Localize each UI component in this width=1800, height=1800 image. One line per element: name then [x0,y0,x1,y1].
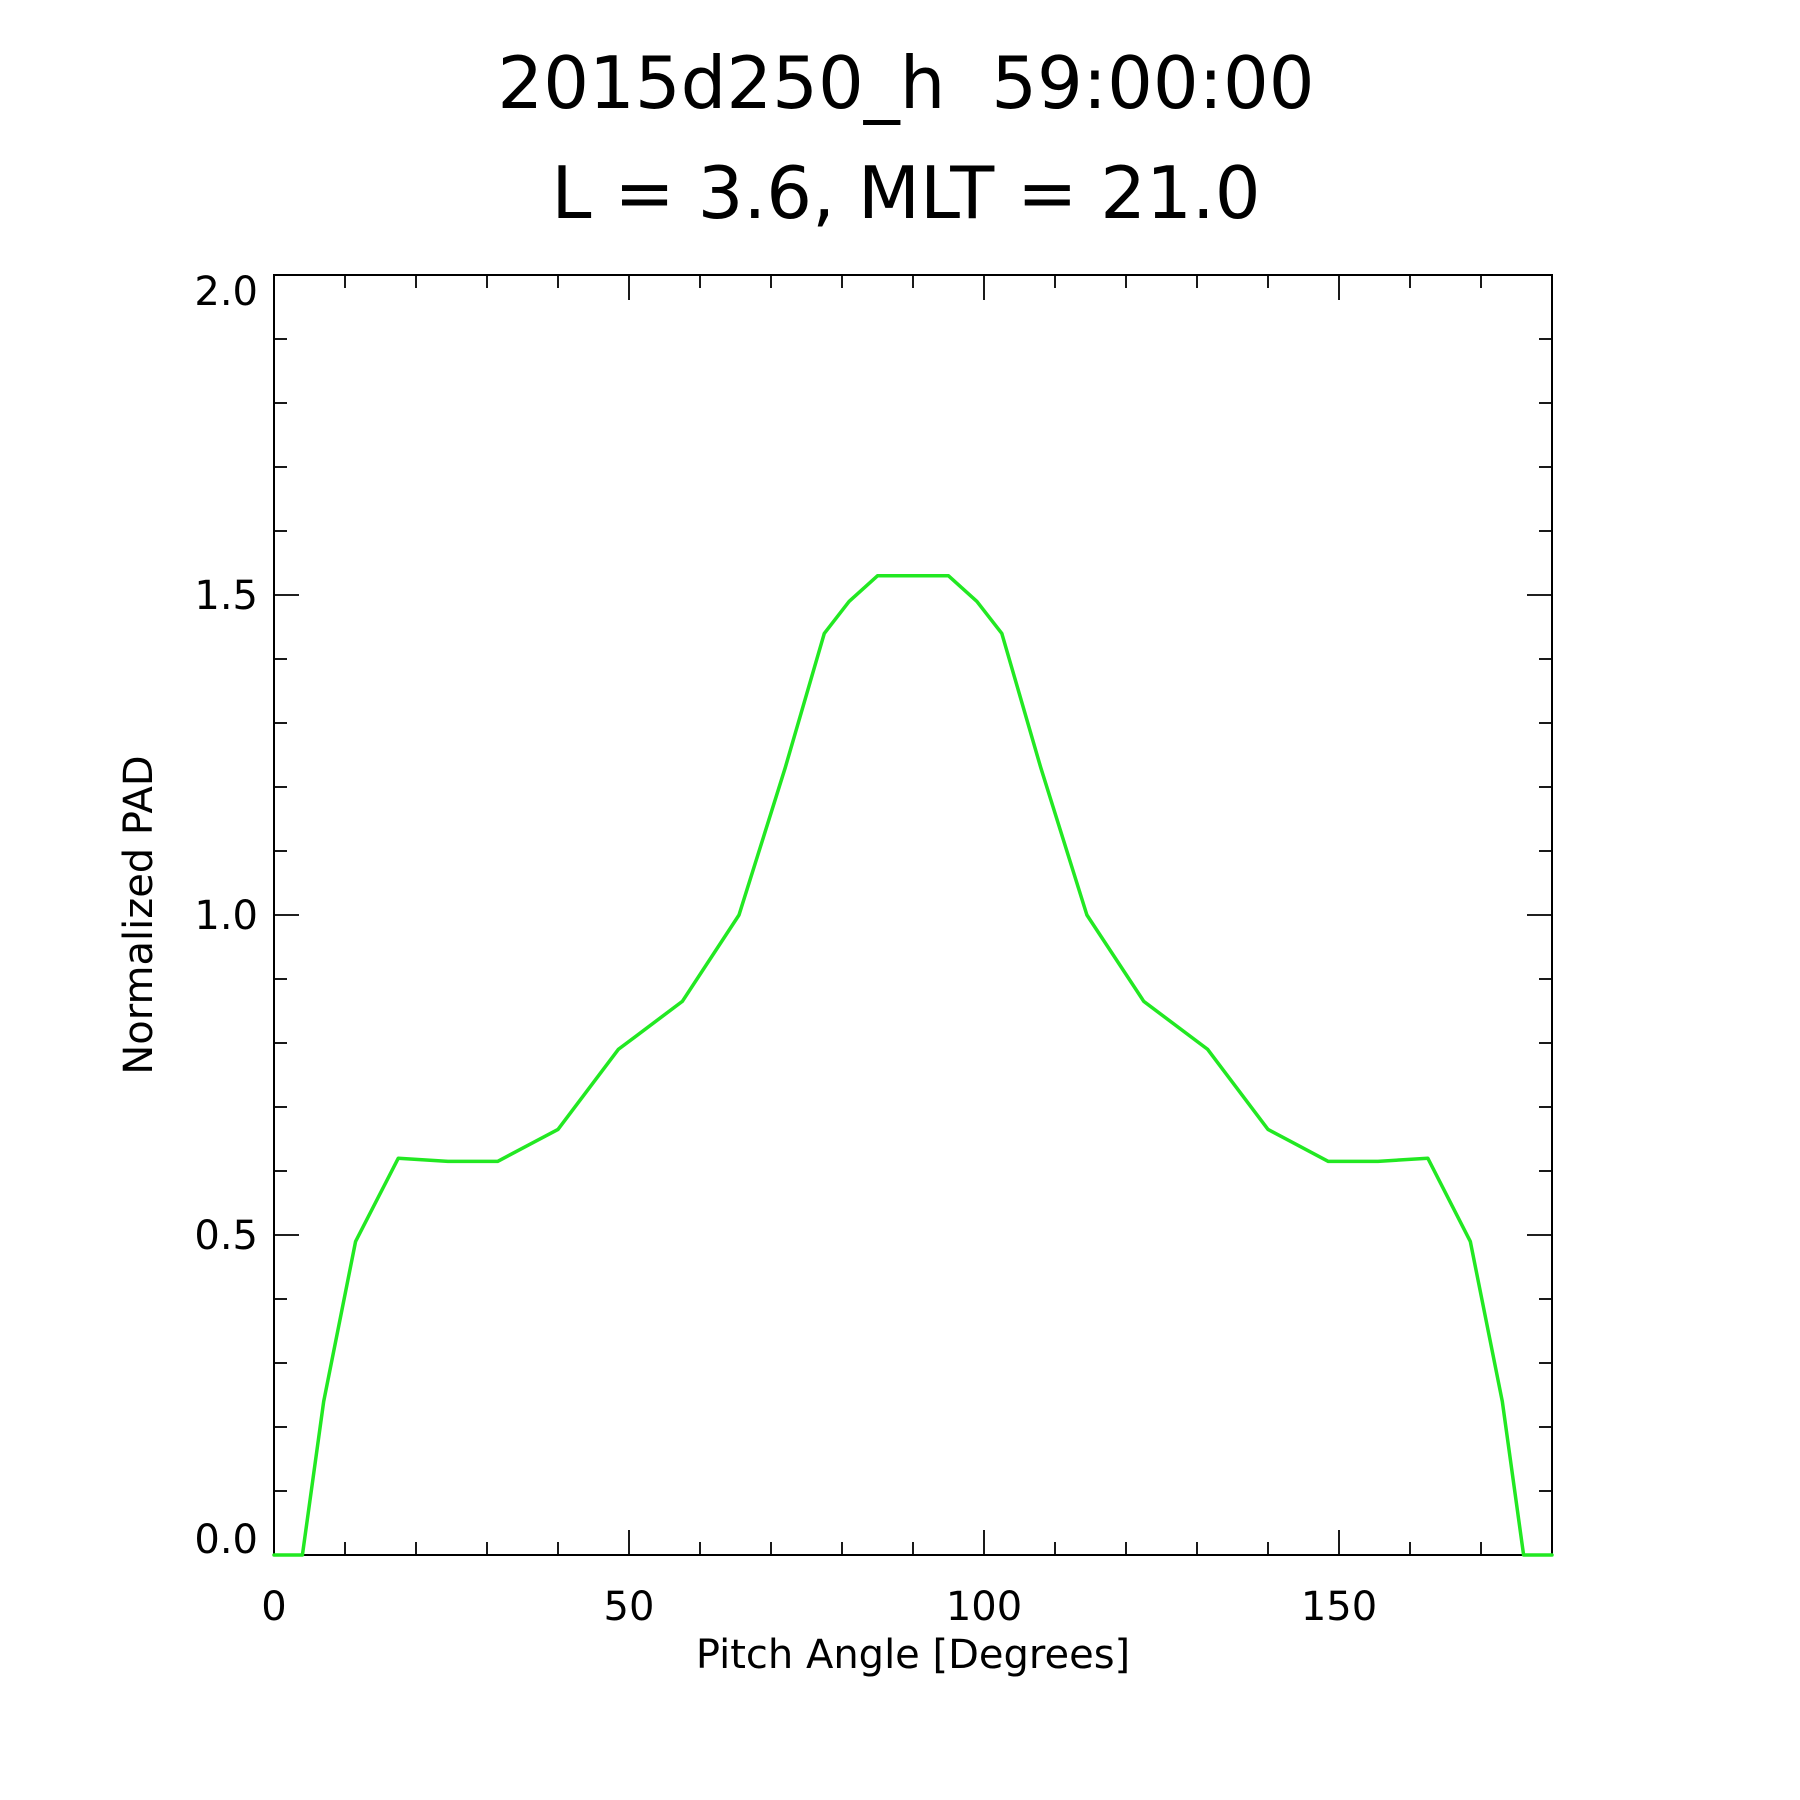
x-tick-label: 0 [261,1584,286,1630]
y-tick-label: 1.5 [194,573,258,619]
x-axis-label: Pitch Angle [Degrees] [696,1632,1130,1678]
y-axis-label: Normalized PAD [116,755,162,1074]
x-tick-label: 150 [1301,1584,1377,1630]
y-tick-label: 0.5 [194,1213,258,1259]
chart-title: 2015d250_h 59:00:00 [497,41,1314,125]
series-line-normalized-pad [272,574,1554,1557]
chart-subtitle: L = 3.6, MLT = 21.0 [551,151,1260,235]
x-tick-label: 50 [604,1584,655,1630]
y-tick-label: 0.0 [194,1517,258,1563]
y-tick-label: 2.0 [194,269,258,315]
x-tick-label: 100 [946,1584,1022,1630]
y-tick-label: 1.0 [194,893,258,939]
tick-labels: 0 50 100 150 0.0 0.5 1.0 1.5 2.0 [194,269,1377,1630]
